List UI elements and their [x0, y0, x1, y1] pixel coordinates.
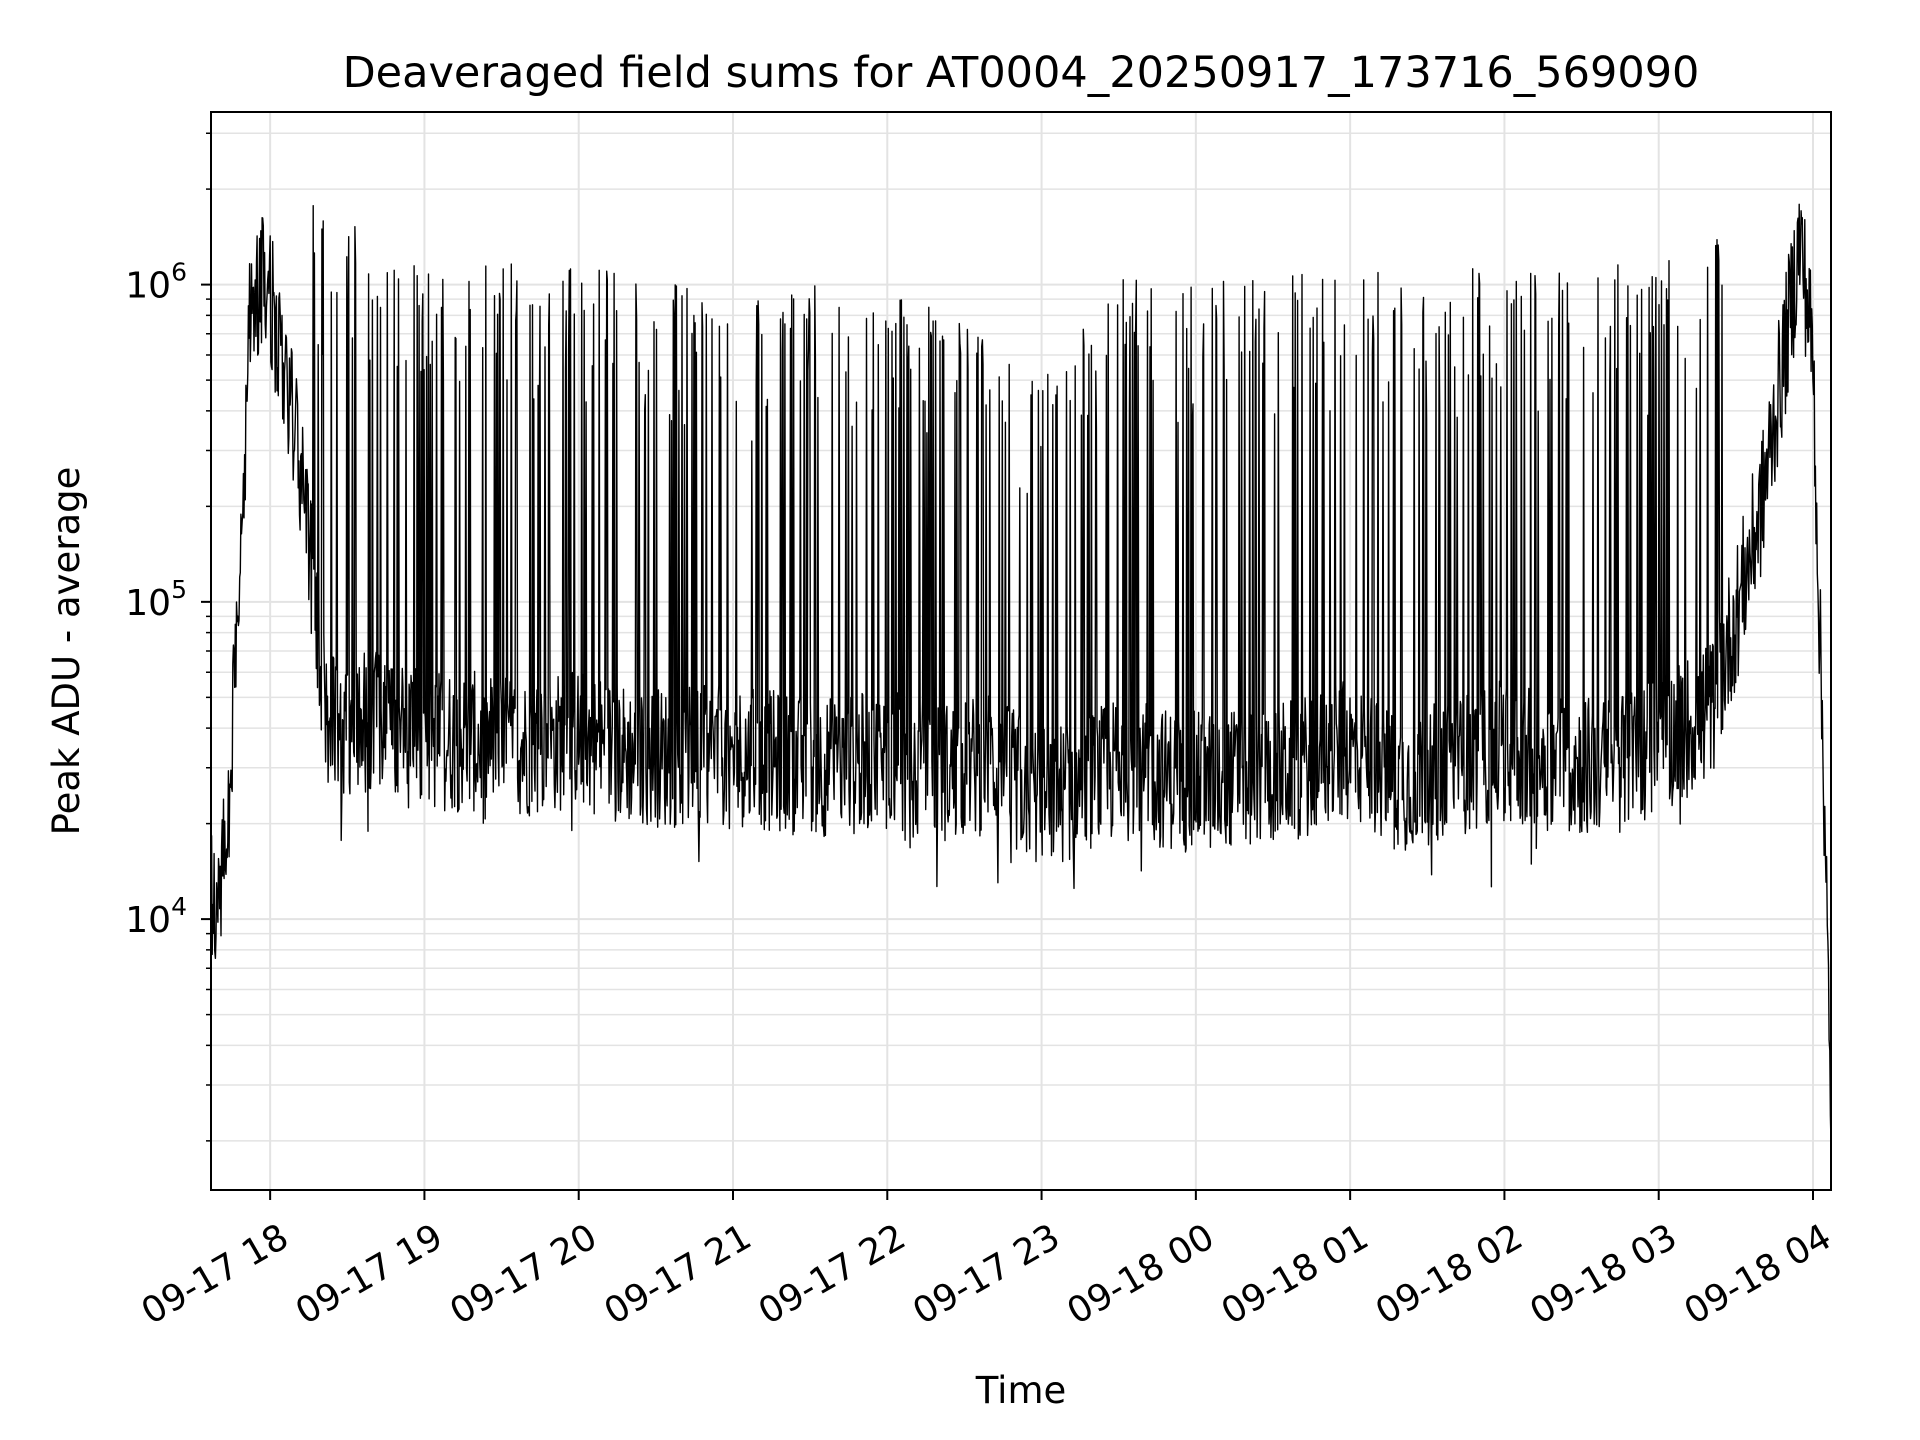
chart-title: Deaveraged field sums for AT0004_2025091… — [343, 48, 1700, 98]
x-tick-label: 09-18 04 — [1678, 1216, 1839, 1332]
series-path — [210, 203, 1832, 1143]
x-tick-label: 09-17 23 — [906, 1216, 1067, 1332]
y-tick-label: 104 — [125, 892, 187, 941]
grid-lines — [211, 112, 1831, 1190]
y-axis-ticks: 104 105 106 — [125, 132, 211, 1142]
y-tick-label: 106 — [125, 258, 187, 307]
series-line — [210, 203, 1832, 1143]
x-tick-label: 09-17 19 — [289, 1216, 450, 1332]
x-tick-label: 09-18 00 — [1060, 1216, 1221, 1332]
x-tick-label: 09-18 03 — [1523, 1216, 1684, 1332]
y-tick-label: 105 — [125, 575, 187, 624]
y-axis-label: Peak ADU - average — [45, 467, 88, 836]
x-tick-label: 09-17 20 — [443, 1216, 604, 1332]
x-axis-label: Time — [975, 1369, 1067, 1412]
x-tick-label: 09-17 22 — [752, 1216, 913, 1332]
x-tick-label: 09-17 18 — [135, 1216, 296, 1332]
x-tick-label: 09-18 02 — [1369, 1216, 1530, 1332]
x-tick-label: 09-18 01 — [1215, 1216, 1376, 1332]
x-tick-label: 09-17 21 — [598, 1216, 759, 1332]
